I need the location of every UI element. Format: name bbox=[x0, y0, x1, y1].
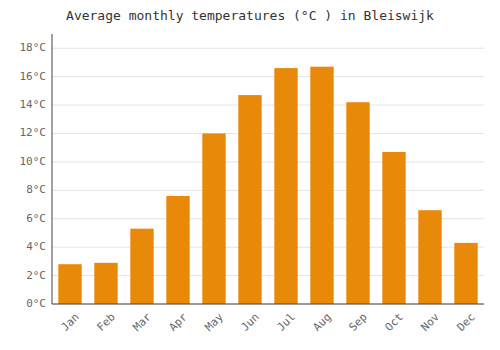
y-tick-label: 12°C bbox=[20, 126, 47, 139]
x-tick-label: Oct bbox=[383, 311, 406, 334]
x-tick-label: Apr bbox=[167, 310, 191, 334]
x-tick-label: Jul bbox=[275, 311, 298, 334]
x-tick-label: Mar bbox=[131, 310, 155, 334]
y-tick-label: 14°C bbox=[20, 98, 47, 111]
bars bbox=[58, 67, 477, 304]
x-tick-label: Jun bbox=[239, 311, 262, 334]
y-axis-line bbox=[52, 34, 53, 304]
y-tick-label: 8°C bbox=[26, 183, 46, 196]
grid-line bbox=[52, 76, 484, 77]
x-tick-label: Aug bbox=[311, 311, 334, 334]
y-tick-label: 6°C bbox=[26, 212, 46, 225]
grid-line bbox=[52, 48, 484, 49]
grid-line bbox=[52, 304, 484, 305]
bar bbox=[58, 264, 81, 304]
y-tick-label: 16°C bbox=[20, 70, 47, 83]
bar bbox=[94, 263, 117, 304]
y-tick-label: 4°C bbox=[26, 240, 46, 253]
bar bbox=[418, 210, 441, 304]
grid bbox=[52, 48, 484, 304]
x-tick-label: May bbox=[203, 310, 227, 334]
y-tick-label: 18°C bbox=[20, 41, 47, 54]
x-tick-label: Feb bbox=[95, 311, 118, 334]
bar bbox=[382, 152, 405, 304]
bar bbox=[202, 133, 225, 304]
grid-line bbox=[52, 105, 484, 106]
x-axis: Jan Feb Mar Apr May Jun Jul Aug Sep Oct Nov Dec bbox=[59, 310, 478, 334]
grid-line bbox=[52, 133, 484, 134]
bar bbox=[130, 229, 153, 304]
bar bbox=[238, 95, 261, 304]
bar bbox=[454, 243, 477, 304]
grid-line bbox=[52, 161, 484, 162]
x-tick-label: Nov bbox=[419, 310, 443, 334]
x-tick-label: Sep bbox=[347, 311, 370, 334]
y-tick-label: 0°C bbox=[26, 297, 46, 310]
bar bbox=[346, 102, 369, 304]
chart: 0°C 2°C 4°C 6°C 8°C 10°C 12°C 14°C 16°C 18°C Jan Fe… bbox=[0, 0, 500, 350]
x-tick-label: Jan bbox=[59, 311, 82, 334]
x-tick-label: Dec bbox=[455, 311, 478, 334]
x-axis-line bbox=[52, 304, 484, 305]
bar bbox=[274, 68, 297, 304]
y-axis: 0°C 2°C 4°C 6°C 8°C 10°C 12°C 14°C 16°C 18°C bbox=[20, 41, 47, 310]
bar bbox=[166, 196, 189, 304]
grid-line bbox=[52, 190, 484, 191]
y-tick-label: 2°C bbox=[26, 269, 46, 282]
y-tick-label: 10°C bbox=[20, 155, 47, 168]
title: Average monthly temperatures (°C ) in Bl… bbox=[66, 8, 434, 23]
bar bbox=[310, 67, 333, 304]
